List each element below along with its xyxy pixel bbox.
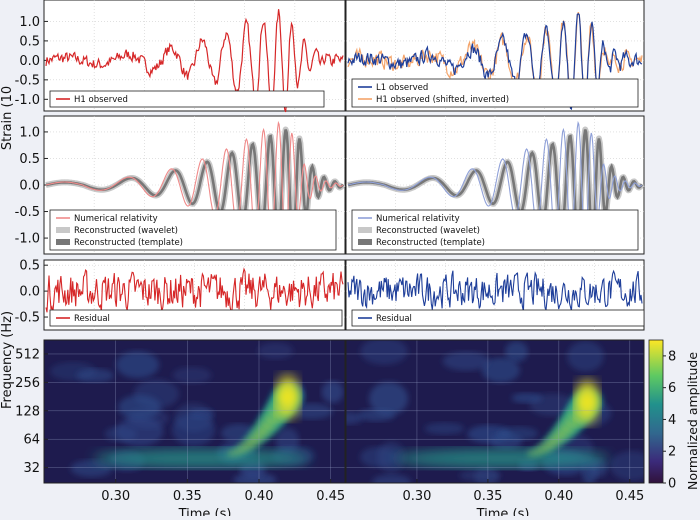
legend-h1-observed (49, 90, 325, 108)
spectrogram-noise-blob (358, 408, 395, 422)
spectrogram-xtick-label: 0.45 (615, 489, 644, 504)
spectrogram-noise-blob (372, 474, 412, 483)
spectrogram-ytick-label: 256 (15, 376, 40, 391)
colorbar-tick-label: 4 (668, 413, 676, 428)
legend-h1-reconstruction-swatch (56, 239, 70, 245)
h1rec-ytick-label: -0.5 (15, 205, 40, 220)
h1rec-ytick-label: 0.5 (19, 152, 40, 167)
legend-l1-reconstruction-swatch (358, 227, 372, 233)
spectrogram-xtick-label: 0.40 (245, 489, 274, 504)
series-residual-h1 (45, 267, 344, 315)
h1obs-ytick-label: 1.0 (19, 15, 40, 30)
spectrogram-noise-blob (76, 368, 114, 383)
legend-h1-reconstruction (49, 209, 337, 251)
colorbar-tick-label: 6 (668, 381, 676, 396)
spectrogram-xtick-label: 0.30 (402, 489, 431, 504)
h1obs-ytick-label: -1.0 (15, 93, 40, 108)
legend-l1-residual-entry: Residual (376, 314, 412, 324)
colorbar-tick-label: 8 (668, 349, 676, 364)
legend-h1-reconstruction-swatch (56, 227, 70, 233)
spectrogram-noise-blob (360, 340, 408, 365)
x-axis-label-right: Time (s) (476, 507, 530, 516)
h1rec-ytick-label: -1.0 (15, 232, 40, 247)
spectrogram-noise-blob (481, 357, 520, 383)
h1rec-ytick-label: 0.0 (19, 179, 40, 194)
legend-h1-reconstruction-entry: Numerical relativity (74, 214, 158, 224)
legend-l1-reconstruction (351, 209, 639, 251)
spectrogram-noise-blob (511, 392, 543, 404)
spectrogram-ytick-label: 512 (15, 347, 40, 362)
spectrogram-lowband (394, 448, 610, 469)
legend-l1-reconstruction-swatch (358, 239, 372, 245)
spectrogram-frame-left (43, 339, 346, 484)
legend-h1-residual (49, 309, 343, 327)
legend-l1-observed-entry: L1 observed (376, 83, 428, 93)
h1rec-ytick-label: 1.0 (19, 125, 40, 140)
legend-l1-reconstruction-entry: Numerical relativity (376, 214, 460, 224)
spectrogram-noise-blob (567, 340, 604, 372)
series-numerical-relativity-l1 (347, 120, 643, 249)
h1obs-ytick-label: 0.0 (19, 54, 40, 69)
spectrogram-noise-blob (609, 451, 644, 481)
spectrogram-noise-blob (459, 469, 502, 482)
spectrogram-frame-right (345, 339, 645, 484)
spectrogram-lowband (93, 448, 311, 469)
spectrogram-noise-blob (424, 422, 465, 435)
legend-h1-residual-entry: Residual (74, 314, 110, 324)
legend-h1-reconstruction-entry: Reconstructed (template) (74, 238, 183, 248)
spectrogram-chirp-peak (275, 374, 300, 419)
series-l1-observed (347, 13, 643, 111)
series-residual-l1 (347, 269, 643, 312)
colorbar-tick-label: 0 (668, 477, 676, 492)
legend-l1-reconstruction-entry: Reconstructed (template) (376, 238, 485, 248)
legend-h1-observed-entry: H1 observed (74, 95, 128, 105)
legend-l1-observed (351, 78, 639, 108)
spectrogram-chirp-peak (575, 379, 600, 424)
spectrogram-noise-blob (116, 351, 160, 379)
spectrogram-ytick-label: 64 (23, 433, 40, 448)
spectrogram-xtick-label: 0.30 (101, 489, 130, 504)
spectrogram-right (346, 340, 644, 483)
h1res-ytick-label: 0.0 (19, 285, 40, 300)
spectrogram-noise-blob (377, 441, 406, 473)
spectrogram-noise-blob (118, 394, 161, 420)
spectrogram-left (44, 340, 345, 483)
h1obs-ytick-label: -0.5 (15, 73, 40, 88)
spectrogram-xtick-label: 0.45 (316, 489, 345, 504)
spectrogram-noise-blob (369, 381, 409, 416)
x-axis-label-left: Time (s) (178, 507, 232, 516)
colorbar (648, 339, 664, 484)
spectrogram-noise-blob (497, 426, 539, 441)
series-numerical-relativity-h1 (45, 120, 344, 249)
colorbar-label: Normalized amplitude (685, 352, 700, 490)
spectrogram-noise-blob (290, 403, 333, 420)
spectrogram-noise-blob (70, 459, 113, 477)
spectrogram-noise-blob (172, 366, 212, 384)
series-h1-observed (45, 9, 344, 113)
spectrogram-noise-blob (505, 341, 528, 362)
h1obs-ytick-label: 0.5 (19, 34, 40, 49)
h1res-ytick-label: 0.5 (19, 259, 40, 274)
legend-l1-reconstruction-entry: Reconstructed (wavelet) (376, 226, 480, 236)
spectrogram-xtick-label: 0.40 (544, 489, 573, 504)
spectrogram-noise-blob (442, 351, 490, 371)
legend-l1-observed-entry: H1 observed (shifted, inverted) (376, 95, 509, 105)
y-axis-label-strain: Strain (10 (0, 86, 15, 150)
legend-h1-reconstruction-entry: Reconstructed (wavelet) (74, 226, 178, 236)
spectrogram-noise-blob (321, 380, 344, 404)
spectrogram-xtick-label: 0.35 (173, 489, 202, 504)
spectrogram-xtick-label: 0.35 (473, 489, 502, 504)
colorbar-tick-label: 2 (668, 445, 676, 460)
y-axis-label-frequency: Frequency (Hz) (0, 311, 15, 409)
h1res-ytick-label: -0.5 (15, 311, 40, 326)
spectrogram-noise-blob (115, 416, 164, 447)
legend-l1-residual (351, 309, 645, 327)
spectrogram-ytick-label: 128 (15, 404, 40, 419)
spectrogram-noise-blob (257, 342, 294, 360)
spectrogram-noise-blob (171, 413, 216, 447)
spectrogram-ytick-label: 32 (23, 461, 40, 476)
